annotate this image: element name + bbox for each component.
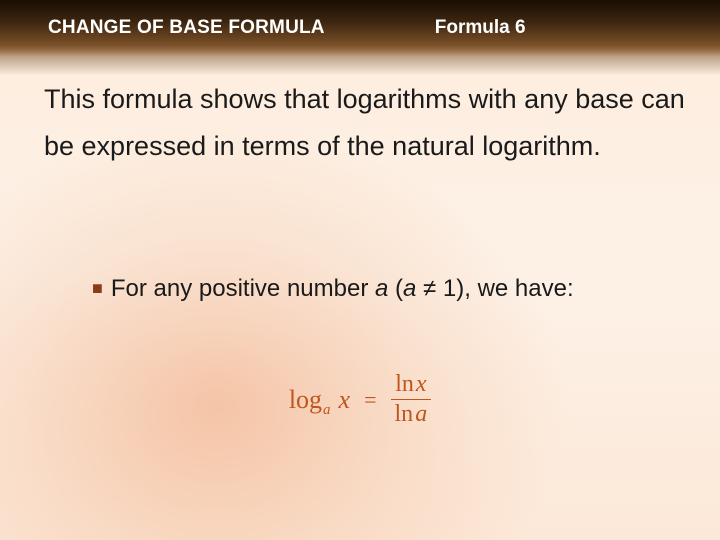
num-fn: ln	[395, 371, 414, 397]
main-paragraph: This formula shows that logarithms with …	[44, 76, 690, 171]
bullet-var-a1: a	[375, 275, 388, 302]
change-of-base-formula: logax = lnx lna	[0, 370, 720, 429]
formula-log: log	[289, 385, 322, 415]
den-var: a	[415, 401, 427, 427]
formula-fraction: lnx lna	[391, 370, 432, 429]
formula-equals: =	[364, 387, 376, 413]
bullet-mid: (	[388, 275, 403, 302]
formula-denominator: lna	[391, 400, 432, 429]
den-fn: ln	[395, 401, 414, 427]
bullet-marker-icon: ■	[92, 272, 103, 307]
formula-numerator: lnx	[391, 370, 430, 399]
num-var: x	[416, 371, 427, 397]
formula-lhs: logax	[289, 385, 350, 415]
formula-base: a	[323, 402, 331, 419]
header-subtitle: Formula 6	[435, 17, 526, 39]
bullet-text: For any positive number a (a ≠ 1), we ha…	[111, 272, 660, 307]
bullet-item: ■ For any positive number a (a ≠ 1), we …	[92, 272, 660, 307]
slide-header: CHANGE OF BASE FORMULA Formula 6	[0, 0, 720, 56]
header-title: CHANGE OF BASE FORMULA	[48, 17, 325, 39]
bullet-prefix: For any positive number	[111, 275, 375, 302]
bullet-tail: ≠ 1), we have:	[416, 275, 573, 302]
bullet-var-a2: a	[403, 275, 416, 302]
formula-arg: x	[339, 385, 351, 415]
